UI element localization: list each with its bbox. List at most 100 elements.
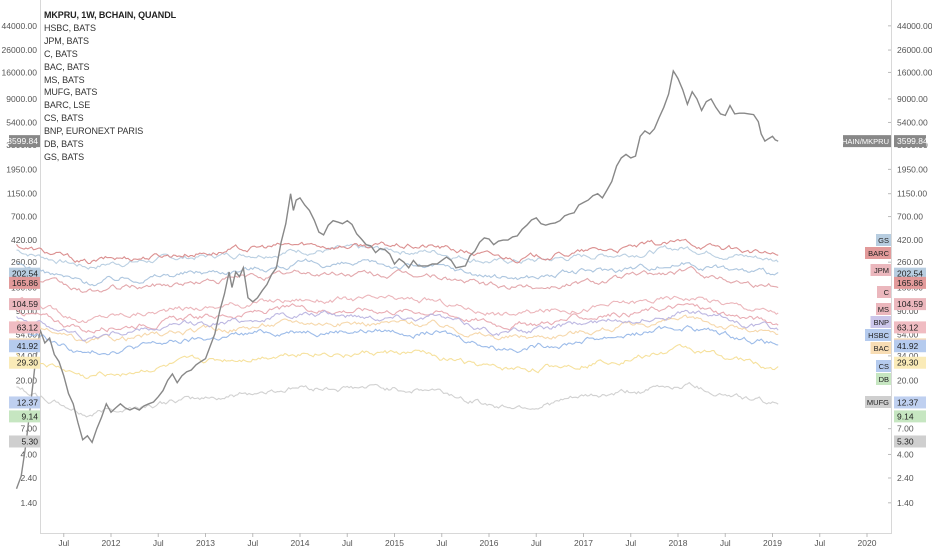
badge-bg: [870, 316, 891, 328]
x-tick-label: Jul: [814, 538, 825, 548]
y-tick-label-right: 7.00: [897, 424, 914, 434]
left-value-badge: 41.92: [9, 340, 40, 353]
left-y-axis: 1.402.404.007.0012.0020.0034.0054.0090.0…: [2, 21, 38, 508]
badge-text: BAC: [874, 344, 890, 353]
left-value-badges: 3599.84202.54165.86104.5963.1243.6942.47…: [7, 135, 40, 448]
badge-text: 63.12: [897, 322, 919, 332]
legend-item: BNP, EURONEXT PARIS: [44, 126, 144, 137]
bank-series-gs: [16, 243, 779, 270]
y-tick-label-left: 44000.00: [2, 21, 38, 31]
badge-bg: [876, 303, 891, 315]
x-tick-label: 2013: [196, 538, 215, 548]
x-tick-label: Jul: [342, 538, 353, 548]
bank-series-ms: [16, 294, 779, 324]
badge-bg: [9, 340, 40, 353]
y-tick-label-left: 7.00: [20, 424, 37, 434]
right-value-badge: 5.30: [894, 435, 926, 448]
badge-bg: [894, 340, 926, 353]
legend-item: GS, BATS: [44, 151, 85, 162]
x-tick-label: 2014: [291, 538, 310, 548]
badge-text: CS: [879, 362, 889, 371]
badge-text: 9.14: [897, 411, 914, 421]
bank-name-badge: JPM: [870, 264, 891, 276]
badge-bg: [894, 135, 926, 148]
badge-text: 41.92: [17, 341, 39, 351]
bank-series-cs: [16, 324, 779, 356]
right-name-badges: BCHAIN/MKPRU GS BARC JPM C MS BNP HSBC BAC CS DB MU…: [831, 135, 891, 408]
badge-bg: [870, 342, 891, 354]
badge-bg: [9, 135, 40, 148]
bank-series-lines: [16, 238, 779, 418]
badge-text: 12.37: [897, 397, 919, 407]
bank-series-c: [16, 265, 779, 293]
right-value-badge: 12.37: [894, 396, 926, 409]
y-tick-label-left: 2.40: [20, 473, 37, 483]
legend-item: BARC, LSE: [44, 100, 91, 111]
x-tick-label: 2015: [385, 538, 404, 548]
legend-item: C, BATS: [44, 48, 78, 59]
badge-text: 3599.84: [897, 136, 928, 146]
x-tick-label: 2020: [858, 538, 877, 548]
badge-bg: [9, 356, 40, 369]
bank-name-badge: GS: [876, 234, 891, 246]
right-value-badge: 29.30: [894, 356, 926, 369]
badge-bg: [9, 276, 40, 289]
badge-text: 63.12: [17, 322, 39, 332]
y-tick-label-right: 260.00: [897, 257, 923, 267]
left-value-badge: 12.37: [9, 396, 40, 409]
left-value-badge: 3599.84: [7, 135, 40, 148]
badge-text: 3599.84: [7, 136, 38, 146]
badge-text: GS: [878, 236, 889, 245]
y-tick-label-left: 5400.00: [6, 117, 37, 127]
y-tick-label-right: 420.00: [897, 235, 923, 245]
badge-text: 29.30: [17, 358, 39, 368]
badge-text: 165.86: [12, 278, 38, 288]
badge-text: 41.92: [897, 341, 919, 351]
right-value-badges: 3599.84202.54165.86104.5963.1243.6942.47…: [894, 135, 928, 448]
right-value-badge: 165.86: [894, 276, 926, 289]
y-tick-label-right: 700.00: [897, 212, 923, 222]
bank-series-mufg: [16, 381, 779, 418]
badge-text: 9.14: [21, 411, 38, 421]
badge-bg: [877, 286, 891, 298]
legend-item: CS, BATS: [44, 113, 84, 124]
badge-text: DB: [879, 375, 889, 384]
legend-item: HSBC, BATS: [44, 22, 96, 33]
bank-name-badge: MUFG: [865, 396, 891, 408]
legend-item: MUFG, BATS: [44, 87, 98, 98]
bank-series-barc: [16, 238, 779, 265]
badge-text: JPM: [874, 266, 889, 275]
x-tick-label: Jul: [153, 538, 164, 548]
right-value-badge: 3599.84: [894, 135, 928, 148]
bank-name-badge: BNP: [870, 316, 891, 328]
badge-text: MUFG: [867, 398, 889, 407]
legend-item: JPM, BATS: [44, 35, 89, 46]
right-value-badge: 63.12: [894, 321, 926, 334]
badge-bg: [876, 373, 891, 385]
mkpru-line: [15, 69, 779, 489]
badge-bg: [865, 329, 891, 341]
y-tick-label-right: 16000.00: [897, 67, 932, 77]
badge-bg: [865, 247, 891, 259]
right-value-badge: 9.14: [894, 410, 926, 423]
y-tick-label-right: 1950.00: [897, 164, 928, 174]
badge-text: HSBC: [868, 331, 889, 340]
bank-name-badge: BARC: [865, 247, 891, 259]
y-tick-label-left: 1150.00: [7, 189, 37, 199]
badge-text: BARC: [868, 249, 889, 258]
legend-item: BAC, BATS: [44, 61, 90, 72]
badge-text: 202.54: [12, 269, 38, 279]
badge-bg: [894, 321, 926, 334]
badge-text: 202.54: [897, 269, 923, 279]
badge-bg: [876, 360, 891, 372]
badge-bg: [9, 267, 40, 280]
left-value-badge: 63.12: [9, 321, 40, 334]
right-value-badge: 202.54: [894, 267, 926, 280]
bank-name-badge: MS: [876, 303, 891, 315]
legend-item: DB, BATS: [44, 139, 84, 150]
bank-series-hsbc: [16, 314, 779, 344]
left-value-badge: 104.59: [9, 298, 40, 311]
y-tick-label-right: 54.00: [897, 330, 919, 340]
x-tick-label: 2017: [574, 538, 593, 548]
